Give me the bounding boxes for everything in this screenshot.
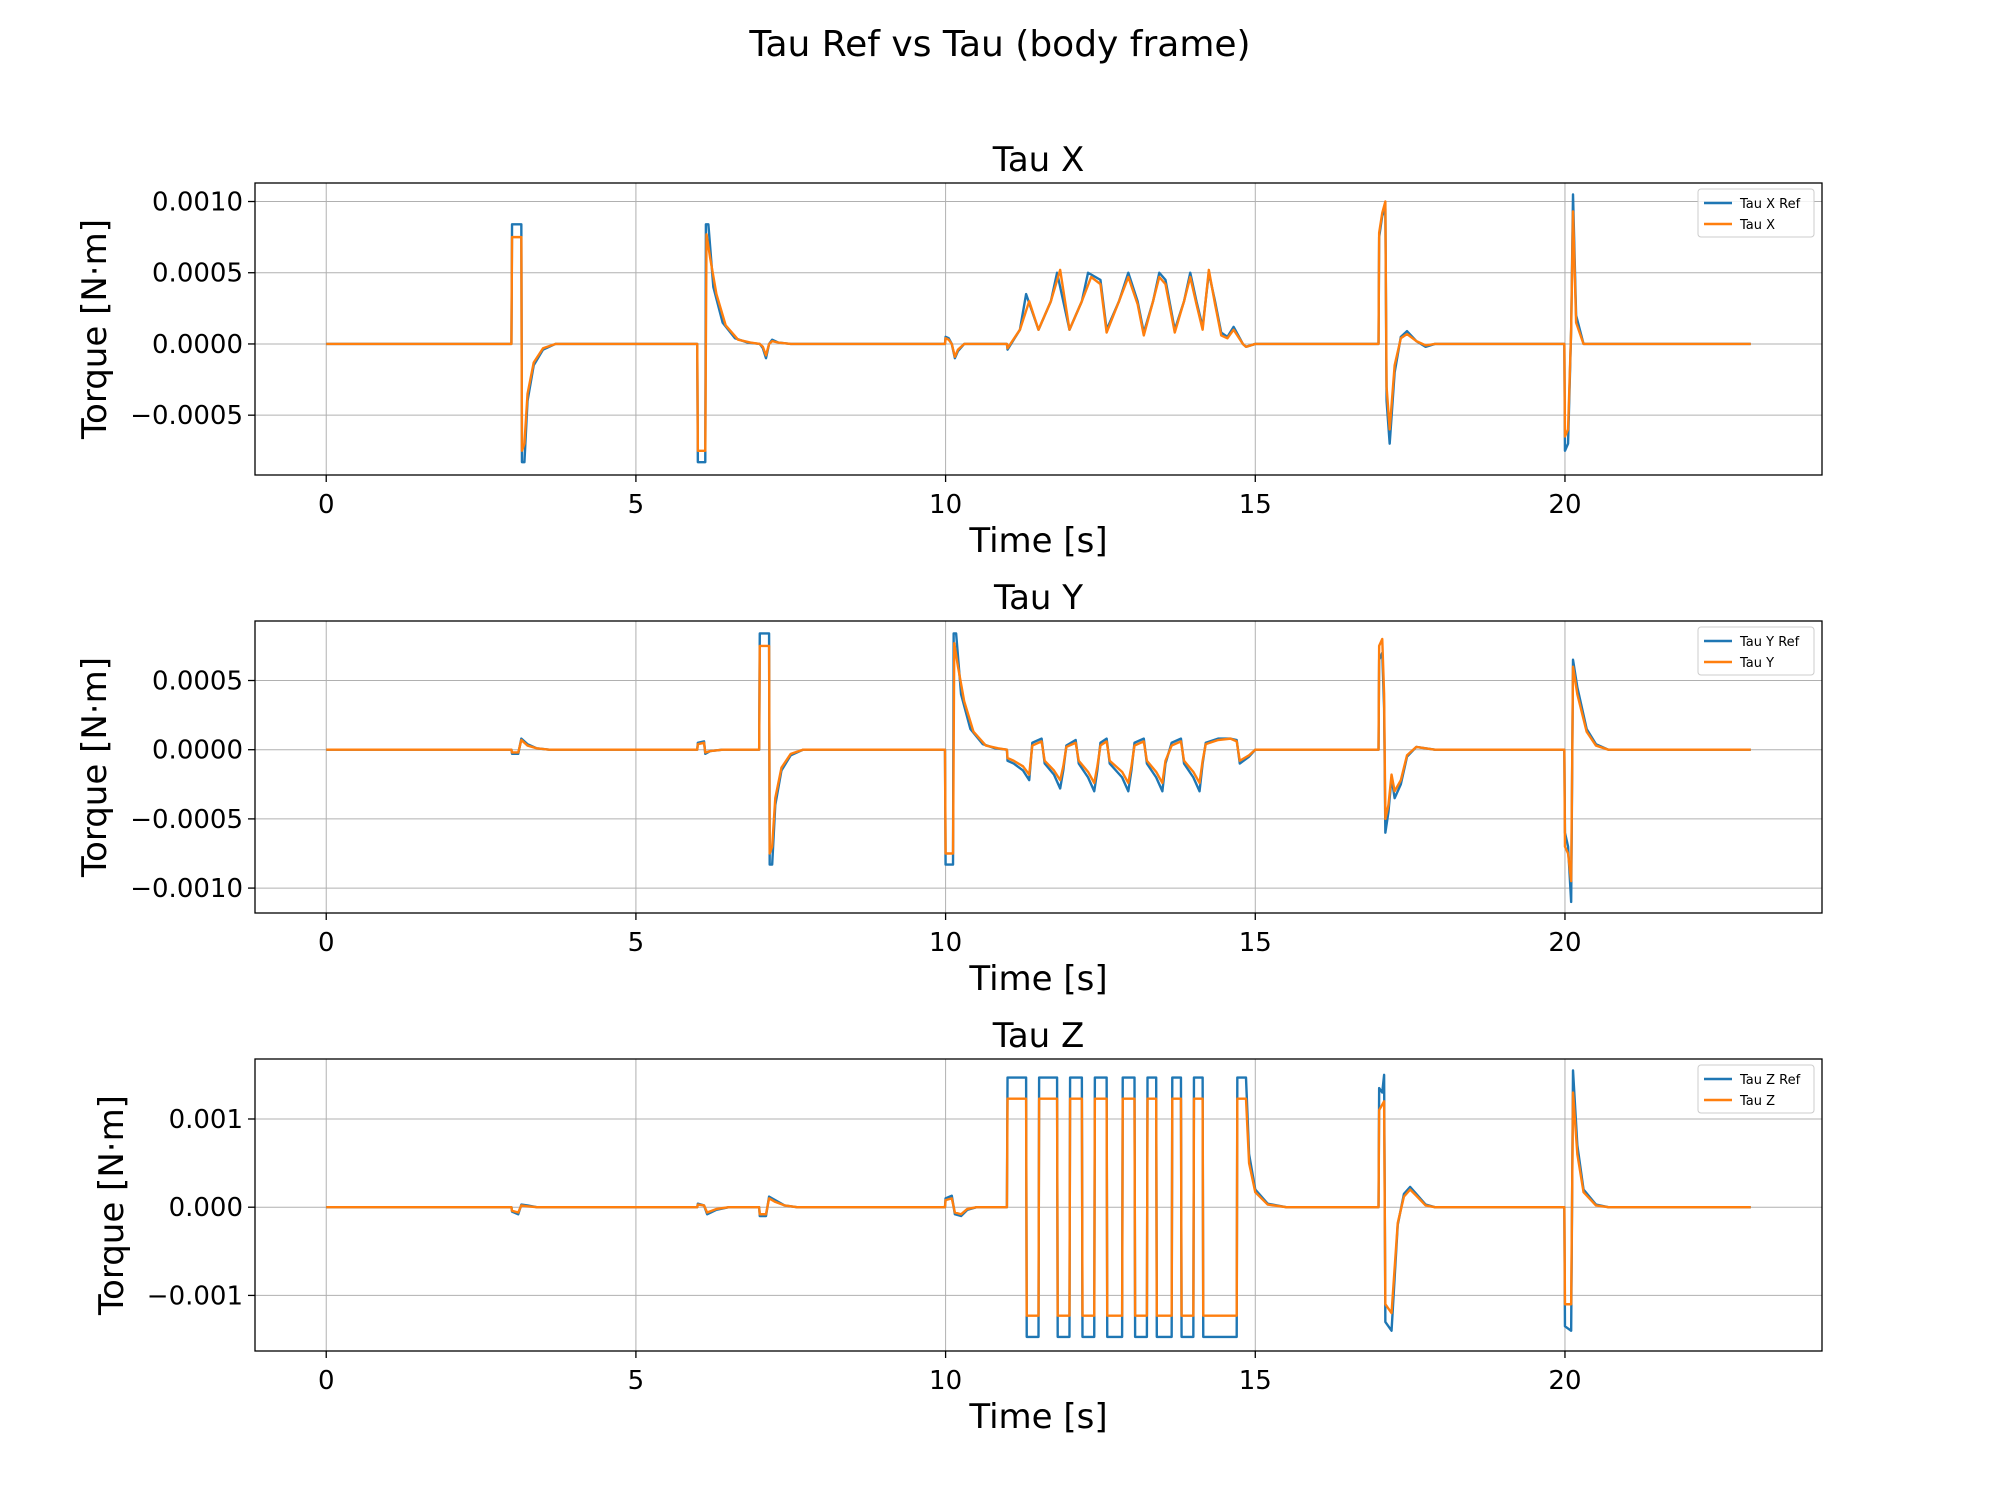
y-tick-label: −0.0005: [130, 805, 243, 835]
x-tick-label: 10: [929, 490, 962, 520]
y-tick-label: 0.0010: [152, 188, 243, 218]
x-tick-label: 5: [628, 928, 645, 958]
subplot-title: Tau Y: [993, 578, 1083, 618]
y-tick-label: 0.0000: [152, 736, 243, 766]
y-tick-label: 0.0000: [152, 330, 243, 360]
x-tick-label: 15: [1239, 490, 1272, 520]
legend-label: Tau X: [1739, 218, 1775, 233]
y-axis-label: Torque [N·m]: [75, 219, 115, 440]
y-tick-label: −0.0010: [130, 874, 243, 904]
subplot-title: Tau Z: [992, 1016, 1085, 1056]
subplot-tau-z: 0 5 10 15 20 0.001 0.000 −0.001 Tau Z Time [s] Tor…: [92, 1016, 1823, 1437]
legend: Tau Z Ref Tau Z: [1697, 1064, 1815, 1114]
subplot-title: Tau X: [992, 140, 1085, 180]
x-tick-label: 10: [929, 1366, 962, 1396]
x-tick-label: 0: [318, 490, 335, 520]
x-tick-label: 15: [1239, 928, 1272, 958]
x-tick-label: 20: [1548, 1366, 1581, 1396]
y-tick-label: −0.0005: [130, 401, 243, 431]
legend-label: Tau Z Ref: [1739, 1073, 1801, 1088]
series-line-tau-z: [326, 1091, 1751, 1317]
y-tick-label: 0.0005: [152, 667, 243, 697]
x-tick-label: 20: [1548, 928, 1581, 958]
series-line-tau-x-ref: [326, 193, 1751, 464]
x-tick-label: 5: [628, 490, 645, 520]
axes-frame: [254, 620, 1823, 914]
y-axis-label: Torque [N·m]: [75, 657, 115, 878]
x-axis-label: Time [s]: [968, 959, 1107, 999]
series-line-tau-x: [326, 200, 1751, 452]
legend-label: Tau Z: [1739, 1094, 1775, 1109]
x-tick-label: 10: [929, 928, 962, 958]
x-axis-label: Time [s]: [968, 521, 1107, 561]
x-tick-label: 15: [1239, 1366, 1272, 1396]
axes-frame: [254, 1058, 1823, 1352]
y-axis-label: Torque [N·m]: [92, 1095, 132, 1316]
series-line-tau-y: [326, 637, 1751, 883]
legend: Tau X Ref Tau X: [1697, 188, 1815, 238]
x-tick-label: 0: [318, 928, 335, 958]
subplot-tau-x: 0 5 10 15 20 0.0010 0.0005 0.0000 −0.0005 Tau X Ti…: [75, 140, 1823, 561]
x-tick-label: 20: [1548, 490, 1581, 520]
axes-frame: [254, 182, 1823, 476]
legend: Tau Y Ref Tau Y: [1697, 626, 1815, 676]
x-tick-label: 0: [318, 1366, 335, 1396]
legend-label: Tau Y: [1739, 656, 1774, 671]
y-tick-label: 0.0005: [152, 259, 243, 289]
y-tick-label: 0.000: [169, 1193, 243, 1223]
legend-label: Tau X Ref: [1739, 197, 1801, 212]
y-tick-label: 0.001: [169, 1105, 243, 1135]
legend-label: Tau Y Ref: [1739, 635, 1800, 650]
x-axis-label: Time [s]: [968, 1397, 1107, 1437]
x-tick-label: 5: [628, 1366, 645, 1396]
figure-title: Tau Ref vs Tau (body frame): [748, 24, 1250, 65]
y-tick-label: −0.001: [147, 1281, 243, 1311]
